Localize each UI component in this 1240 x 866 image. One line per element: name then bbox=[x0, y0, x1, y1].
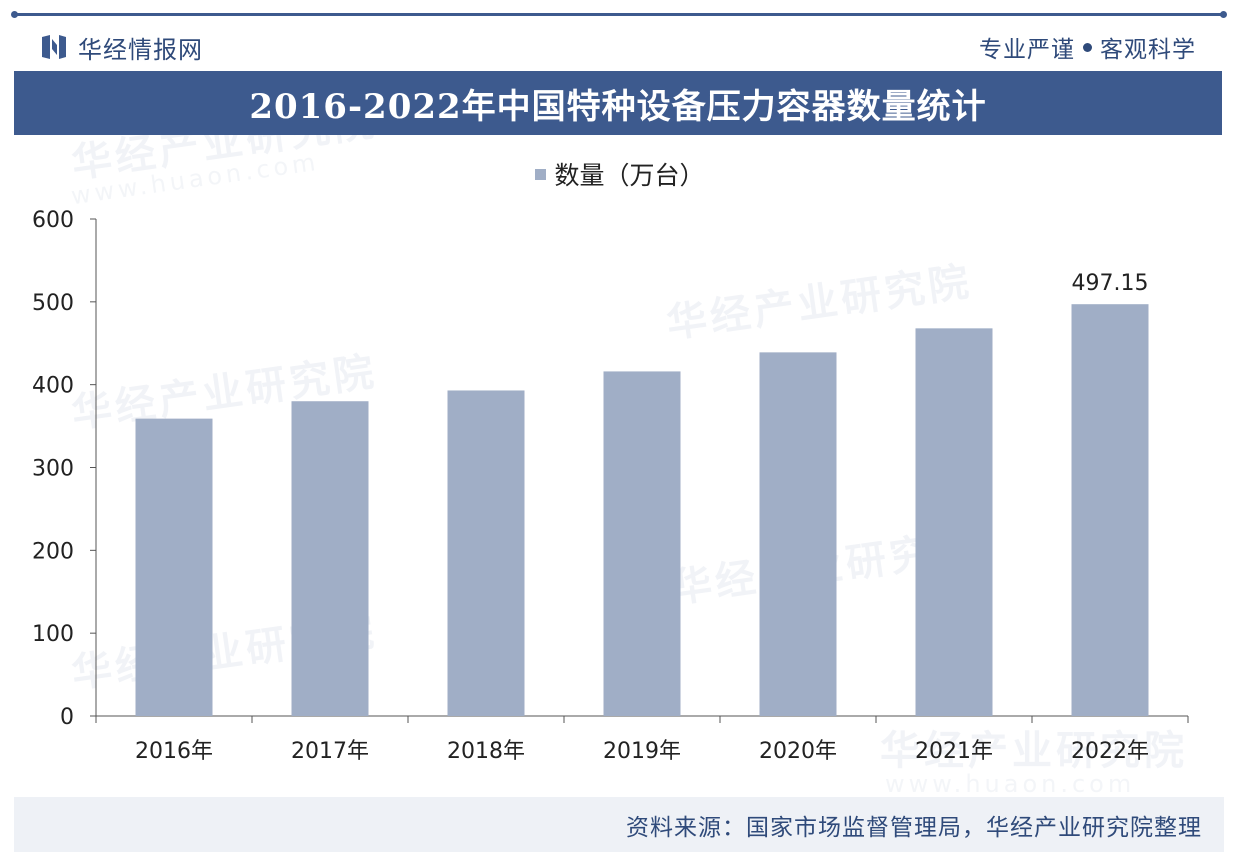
bar bbox=[1071, 304, 1149, 716]
brand-name: 华经情报网 bbox=[78, 35, 203, 64]
y-tick-label: 300 bbox=[32, 457, 74, 482]
legend-swatch bbox=[535, 168, 547, 180]
top-rule bbox=[11, 11, 1227, 18]
bar bbox=[915, 328, 993, 716]
bar bbox=[291, 401, 369, 716]
bar bbox=[759, 352, 837, 716]
y-tick-label: 400 bbox=[32, 374, 74, 399]
y-tick-label: 600 bbox=[32, 208, 74, 233]
x-tick-label: 2021年 bbox=[915, 739, 993, 764]
x-tick-label: 2017年 bbox=[291, 739, 369, 764]
logo-icon bbox=[42, 35, 66, 59]
motto-right: 客观科学 bbox=[1100, 37, 1196, 63]
chart-title: 2016-2022年中国特种设备压力容器数量统计 bbox=[249, 86, 987, 127]
y-tick-label: 0 bbox=[60, 705, 74, 730]
brand: 华经情报网 bbox=[40, 30, 203, 64]
x-tick-label: 2016年 bbox=[135, 739, 213, 764]
legend: 数量（万台） bbox=[0, 156, 1240, 192]
title-bar: 2016-2022年中国特种设备压力容器数量统计 bbox=[14, 71, 1222, 135]
x-tick-label: 2018年 bbox=[447, 739, 525, 764]
bar bbox=[135, 418, 213, 716]
motto: 专业严谨 客观科学 bbox=[979, 30, 1196, 64]
motto-left: 专业严谨 bbox=[979, 37, 1075, 63]
bar bbox=[447, 390, 525, 716]
source-text: 资料来源：国家市场监督管理局，华经产业研究院整理 bbox=[626, 814, 1202, 841]
source-bar: 资料来源：国家市场监督管理局，华经产业研究院整理 bbox=[14, 797, 1224, 852]
x-tick-label: 2022年 bbox=[1071, 739, 1149, 764]
y-tick-label: 500 bbox=[32, 291, 74, 316]
x-tick-label: 2019年 bbox=[603, 739, 681, 764]
x-tick-label: 2020年 bbox=[759, 739, 837, 764]
y-tick-label: 200 bbox=[32, 539, 74, 564]
dot-icon bbox=[1083, 42, 1092, 52]
legend-label: 数量（万台） bbox=[554, 161, 705, 190]
bar bbox=[603, 371, 681, 716]
data-label: 497.15 bbox=[1072, 271, 1149, 296]
y-tick-label: 100 bbox=[32, 622, 74, 647]
